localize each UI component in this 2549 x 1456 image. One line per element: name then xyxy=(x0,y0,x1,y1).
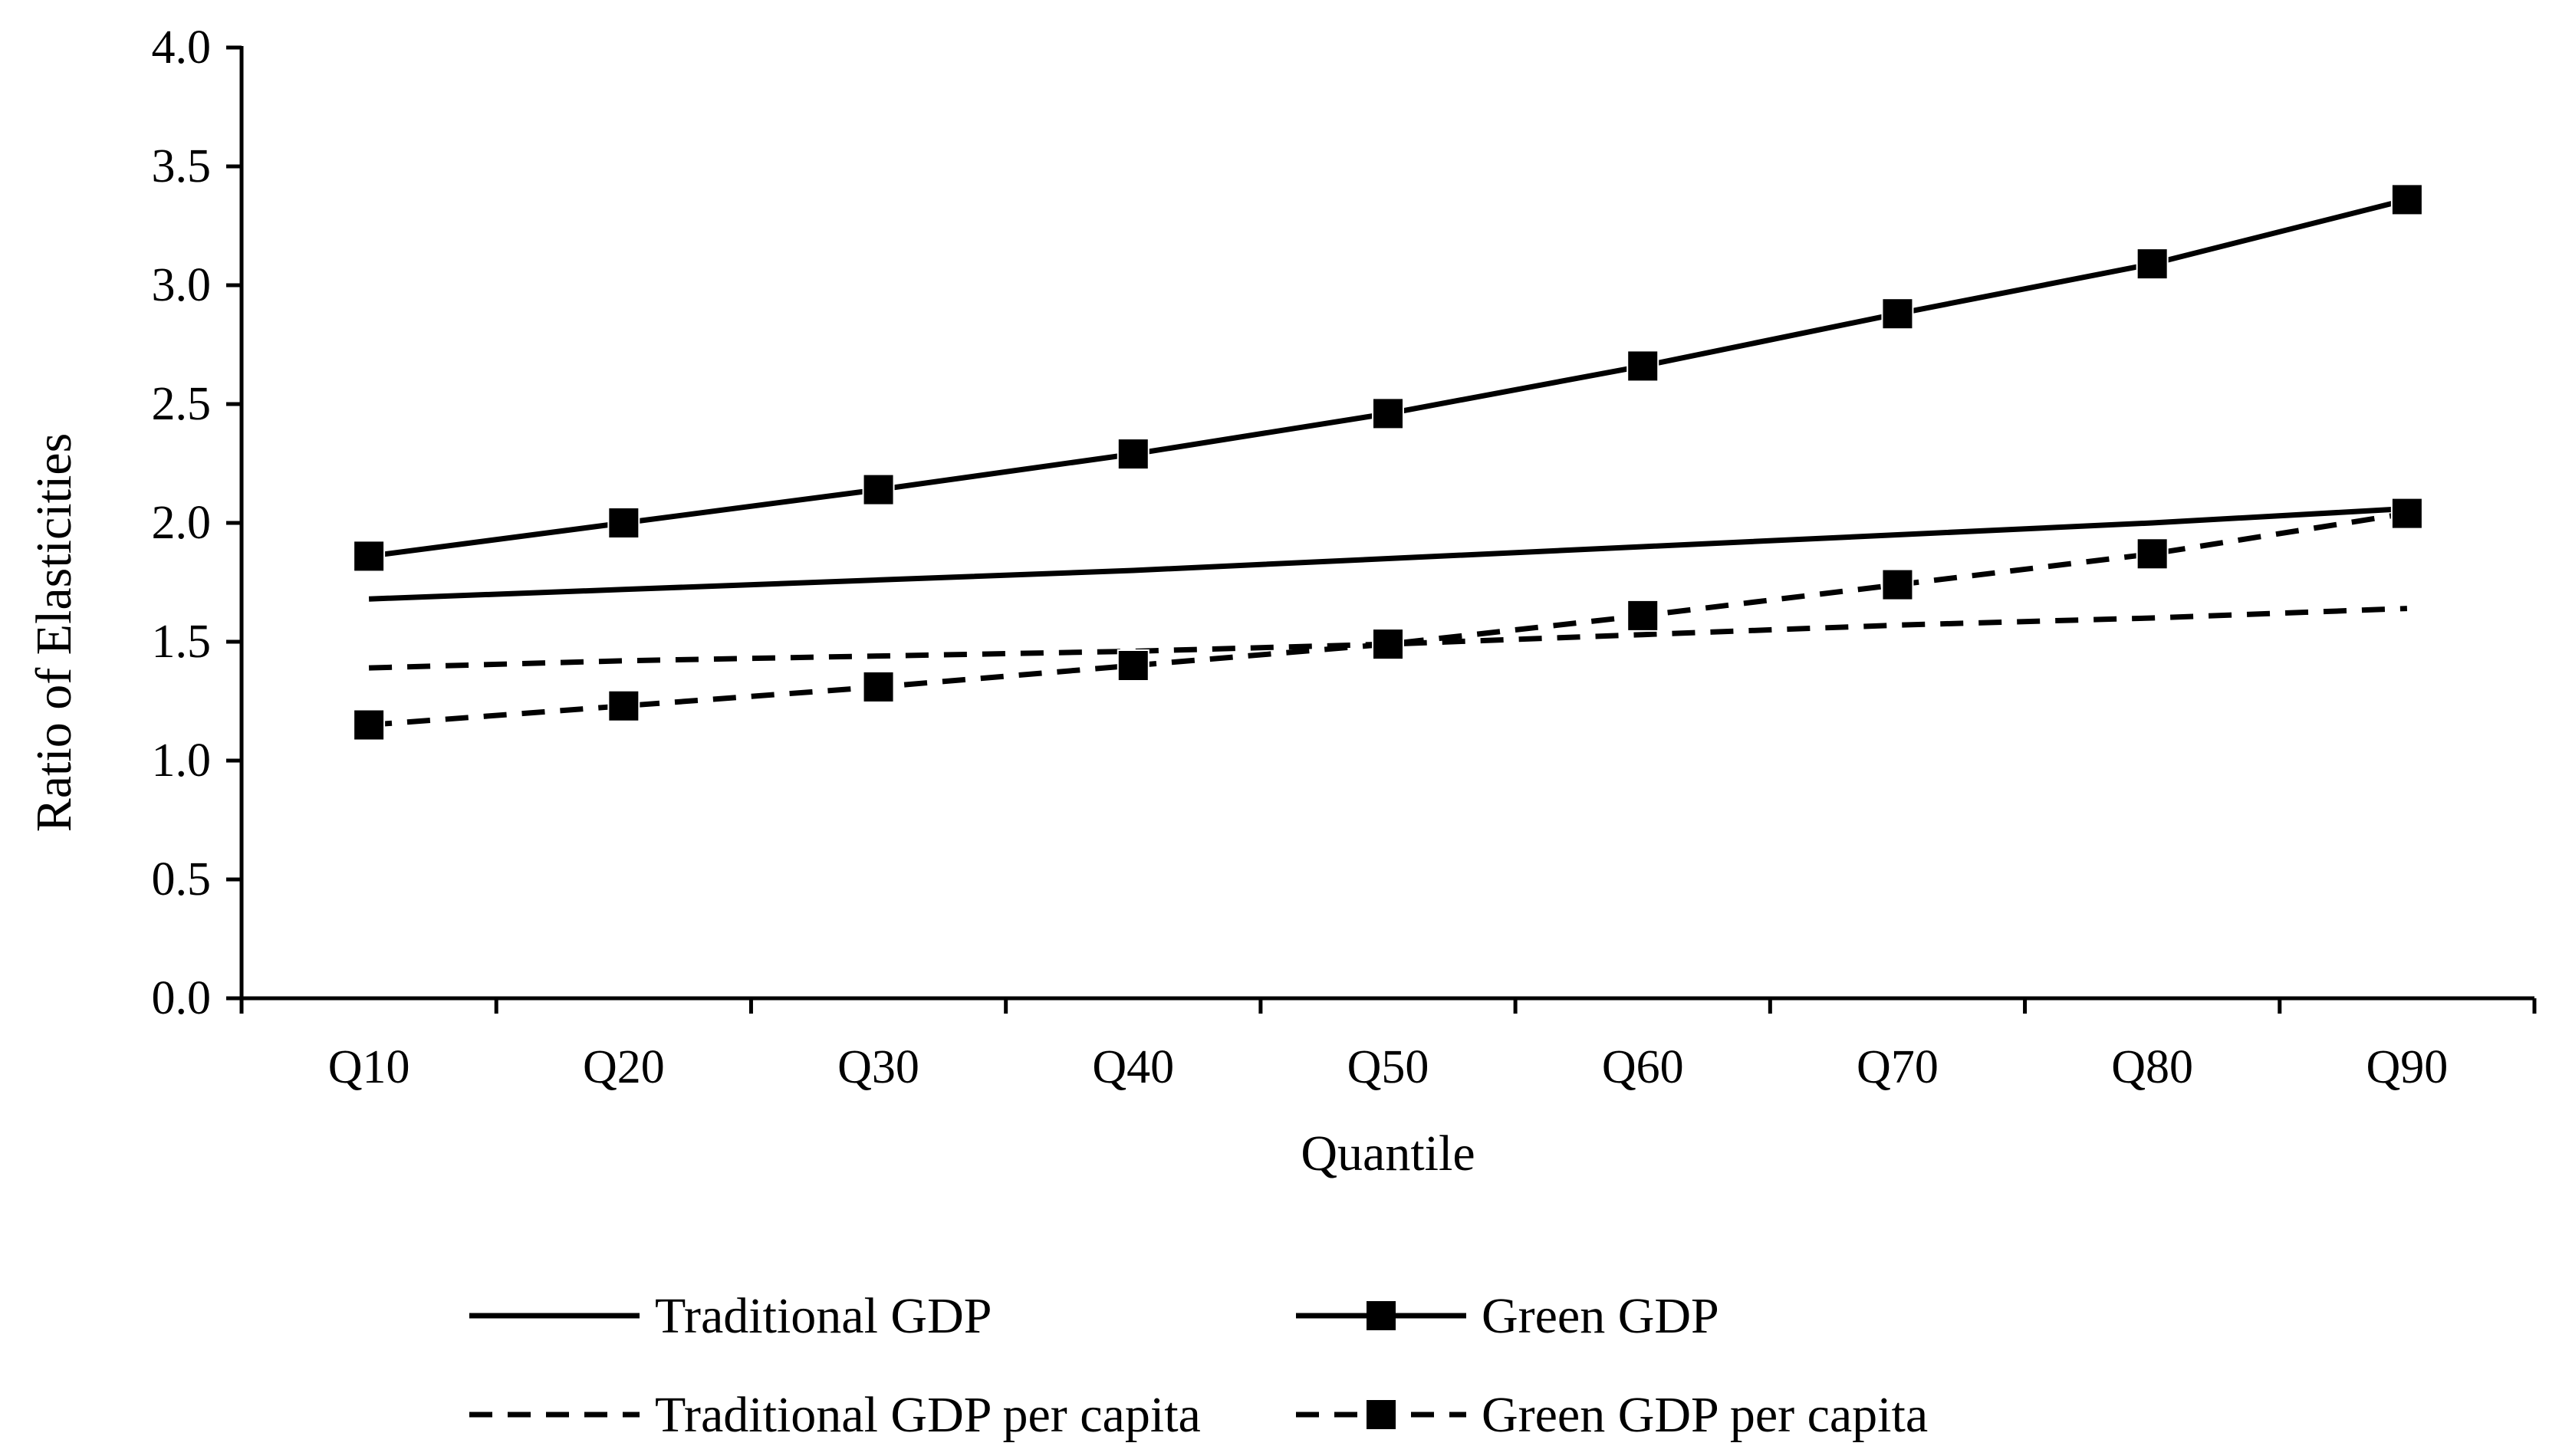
y-tick-label: 0.5 xyxy=(152,853,212,905)
legend-item-traditional-gdp: Traditional GDP xyxy=(469,1288,992,1344)
legend-marker xyxy=(1367,1301,1396,1330)
y-tick-label: 0.0 xyxy=(152,972,212,1024)
y-tick-label: 1.0 xyxy=(152,735,212,787)
data-point-green-gdp xyxy=(1881,297,1914,330)
legend-label: Traditional GDP xyxy=(655,1288,992,1344)
x-tick-label: Q60 xyxy=(1602,1041,1684,1093)
data-point-green-gdp-per-capita xyxy=(2390,497,2423,530)
series-green-gdp xyxy=(353,183,2423,573)
data-point-green-gdp xyxy=(1117,438,1150,471)
x-tick-label: Q40 xyxy=(1092,1041,1174,1093)
series-layer xyxy=(353,183,2423,741)
axes: 0.0 0.5 1.0 1.5 2.0 2.5 3.0 3.5 4.0 Q10 Q20 Q30 Q40 Q… xyxy=(152,21,2537,1093)
data-point-green-gdp-per-capita xyxy=(862,670,895,703)
legend-label: Green GDP xyxy=(1482,1288,1719,1344)
x-tick-label: Q80 xyxy=(2111,1041,2193,1093)
y-tick-label: 1.5 xyxy=(152,616,212,668)
legend-label: Traditional GDP per capita xyxy=(655,1387,1201,1443)
data-point-green-gdp xyxy=(353,540,386,573)
data-point-green-gdp xyxy=(2390,183,2423,216)
legend-item-green-gdp: Green GDP xyxy=(1296,1288,1719,1344)
series-traditional-gdp xyxy=(368,505,2408,602)
y-tick-label: 3.5 xyxy=(152,140,212,192)
legend-label: Green GDP per capita xyxy=(1482,1387,1928,1443)
data-point-green-gdp-per-capita xyxy=(1372,628,1404,661)
series-line-traditional-gdp xyxy=(368,505,2408,602)
legend: Traditional GDP Green GDP Traditional GDP … xyxy=(469,1288,1928,1443)
x-tick-label: Q90 xyxy=(2366,1041,2448,1093)
data-point-green-gdp-per-capita xyxy=(353,708,386,741)
data-point-green-gdp xyxy=(862,473,895,506)
data-point-green-gdp-per-capita xyxy=(1881,568,1914,601)
series-green-gdp-per-capita xyxy=(353,497,2423,741)
legend-marker xyxy=(1367,1400,1396,1429)
y-tick-label: 4.0 xyxy=(152,21,212,74)
x-tick-label: Q30 xyxy=(837,1041,919,1093)
data-point-green-gdp xyxy=(1372,397,1404,430)
y-tick-label: 2.0 xyxy=(152,497,212,549)
data-point-green-gdp-per-capita xyxy=(1117,649,1150,682)
x-tick-label: Q50 xyxy=(1347,1041,1429,1093)
data-point-green-gdp-per-capita xyxy=(1626,599,1659,632)
y-tick-label: 3.0 xyxy=(152,259,212,311)
x-axis-title: Quantile xyxy=(1301,1126,1475,1182)
data-point-green-gdp-per-capita xyxy=(607,689,640,722)
legend-item-green-gdp-per-capita: Green GDP per capita xyxy=(1296,1387,1928,1443)
y-tick-label: 2.5 xyxy=(152,378,212,430)
y-axis-title: Ratio of Elasticities xyxy=(26,433,82,833)
x-tick-label: Q10 xyxy=(328,1041,410,1093)
data-point-green-gdp xyxy=(1626,350,1659,383)
x-tick-label: Q70 xyxy=(1857,1041,1939,1093)
data-point-green-gdp-per-capita xyxy=(2136,537,2169,570)
series-line-green-gdp-per-capita xyxy=(368,511,2408,728)
legend-item-traditional-gdp-per-capita: Traditional GDP per capita xyxy=(469,1387,1201,1443)
x-tick-label: Q20 xyxy=(583,1041,665,1093)
series-line-green-gdp xyxy=(368,197,2408,559)
data-point-green-gdp xyxy=(2136,248,2169,281)
data-point-green-gdp xyxy=(607,507,640,539)
